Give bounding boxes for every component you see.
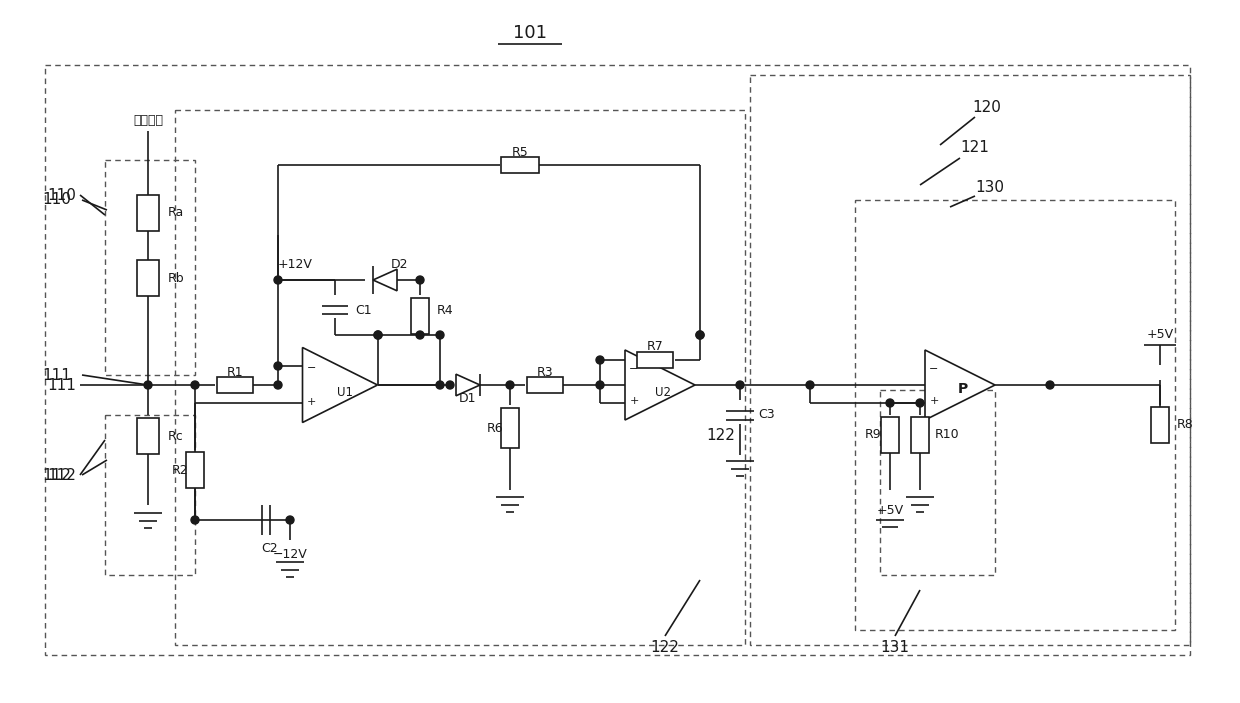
Text: U2: U2 bbox=[655, 387, 671, 399]
Text: 110: 110 bbox=[47, 188, 77, 202]
Text: D1: D1 bbox=[459, 392, 476, 404]
Text: 120: 120 bbox=[972, 101, 1002, 115]
Bar bbox=[911, 417, 929, 453]
Polygon shape bbox=[925, 350, 994, 420]
Circle shape bbox=[274, 276, 281, 284]
Text: −: − bbox=[306, 363, 316, 373]
Text: R1: R1 bbox=[227, 366, 243, 378]
Text: 110: 110 bbox=[42, 193, 72, 207]
Text: R6: R6 bbox=[486, 422, 503, 434]
Text: 122: 122 bbox=[706, 427, 735, 442]
Circle shape bbox=[446, 381, 454, 389]
Text: −12V: −12V bbox=[273, 548, 308, 562]
Bar bbox=[880, 390, 994, 575]
Polygon shape bbox=[625, 350, 694, 420]
Circle shape bbox=[374, 331, 382, 339]
Bar bbox=[637, 352, 673, 368]
Bar bbox=[750, 75, 1190, 645]
Bar bbox=[527, 377, 563, 393]
Circle shape bbox=[436, 381, 444, 389]
Bar bbox=[105, 415, 195, 575]
Bar bbox=[856, 200, 1176, 630]
Bar bbox=[501, 157, 539, 173]
Text: +: + bbox=[929, 396, 939, 406]
Text: Rb: Rb bbox=[167, 271, 185, 285]
Text: 111: 111 bbox=[42, 368, 72, 382]
Bar bbox=[105, 160, 195, 375]
Text: C1: C1 bbox=[355, 304, 372, 316]
Text: R4: R4 bbox=[436, 304, 454, 316]
Text: P: P bbox=[957, 382, 968, 396]
Text: C2: C2 bbox=[262, 541, 278, 555]
Bar bbox=[175, 110, 745, 645]
Bar bbox=[501, 408, 520, 448]
Text: Ra: Ra bbox=[167, 207, 185, 219]
Text: 131: 131 bbox=[880, 640, 909, 655]
Text: R9: R9 bbox=[864, 429, 882, 441]
Bar bbox=[880, 417, 899, 453]
Text: 130: 130 bbox=[976, 181, 1004, 195]
Text: +12V: +12V bbox=[278, 259, 312, 271]
Text: 高压输入: 高压输入 bbox=[133, 113, 162, 127]
Text: +: + bbox=[306, 397, 316, 407]
Circle shape bbox=[415, 331, 424, 339]
Circle shape bbox=[415, 276, 424, 284]
Circle shape bbox=[506, 381, 515, 389]
Circle shape bbox=[696, 331, 704, 339]
Text: Rc: Rc bbox=[167, 430, 184, 442]
Circle shape bbox=[596, 356, 604, 364]
Text: U1: U1 bbox=[337, 387, 353, 399]
Circle shape bbox=[144, 381, 153, 389]
Circle shape bbox=[191, 381, 198, 389]
Text: −: − bbox=[630, 364, 639, 374]
Circle shape bbox=[436, 331, 444, 339]
Text: +: + bbox=[630, 396, 639, 406]
Polygon shape bbox=[303, 347, 377, 423]
Circle shape bbox=[191, 516, 198, 524]
Bar bbox=[45, 65, 1190, 655]
Circle shape bbox=[1047, 381, 1054, 389]
Bar bbox=[410, 298, 429, 334]
Text: 112: 112 bbox=[47, 467, 77, 482]
Bar bbox=[1151, 407, 1169, 443]
Text: +5V: +5V bbox=[877, 503, 904, 517]
Text: R5: R5 bbox=[512, 146, 528, 158]
Circle shape bbox=[596, 381, 604, 389]
Text: 111: 111 bbox=[47, 378, 77, 392]
Text: R8: R8 bbox=[1177, 418, 1194, 432]
Circle shape bbox=[374, 331, 382, 339]
Bar bbox=[136, 260, 159, 296]
Bar bbox=[136, 195, 159, 231]
Text: R10: R10 bbox=[935, 429, 960, 441]
Text: 122: 122 bbox=[651, 640, 680, 655]
Bar bbox=[186, 452, 205, 488]
Circle shape bbox=[737, 381, 744, 389]
Polygon shape bbox=[456, 374, 480, 396]
Circle shape bbox=[274, 362, 281, 370]
Text: −: − bbox=[929, 364, 939, 374]
Circle shape bbox=[887, 399, 894, 407]
Circle shape bbox=[274, 381, 281, 389]
Text: R3: R3 bbox=[537, 366, 553, 378]
Circle shape bbox=[696, 331, 704, 339]
Text: R7: R7 bbox=[646, 340, 663, 354]
Bar bbox=[136, 418, 159, 454]
Circle shape bbox=[286, 516, 294, 524]
Text: +5V: +5V bbox=[1147, 328, 1173, 342]
Circle shape bbox=[806, 381, 813, 389]
Text: R2: R2 bbox=[171, 463, 188, 477]
Circle shape bbox=[916, 399, 924, 407]
Text: 101: 101 bbox=[513, 24, 547, 42]
Text: 121: 121 bbox=[961, 141, 990, 155]
Polygon shape bbox=[373, 269, 397, 291]
Text: C3: C3 bbox=[758, 408, 775, 422]
Bar bbox=[217, 377, 253, 393]
Text: D2: D2 bbox=[392, 259, 409, 271]
Text: 112: 112 bbox=[42, 467, 72, 482]
